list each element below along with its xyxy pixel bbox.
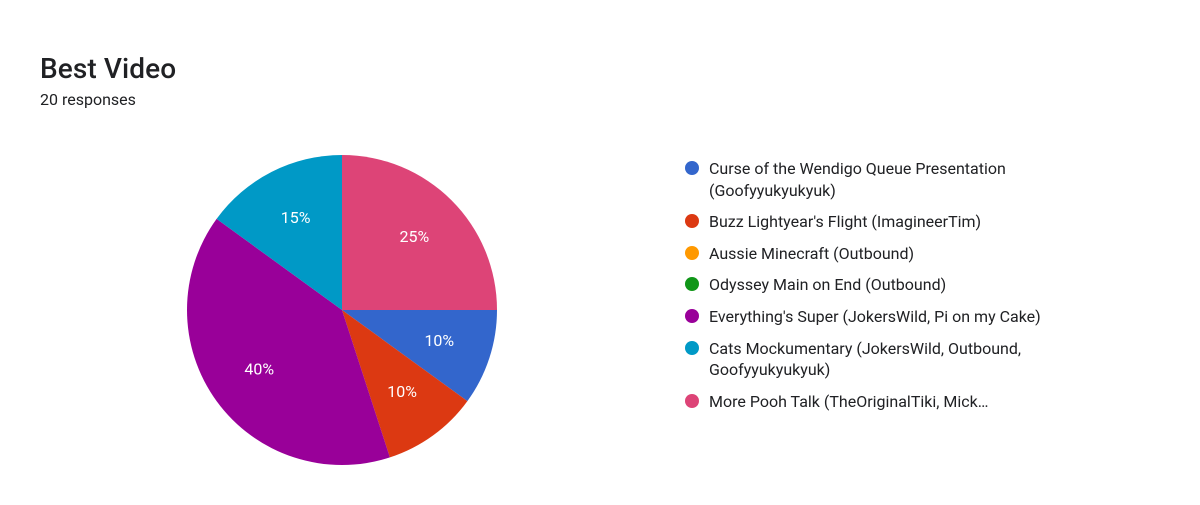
legend-swatch-icon	[685, 394, 699, 408]
legend-swatch-icon	[685, 309, 699, 323]
legend-item-curse_wendigo[interactable]: Curse of the Wendigo Queue Presentation …	[685, 158, 1155, 201]
response-count: 20 responses	[40, 90, 136, 109]
pie-slice-label-buzz: 10%	[387, 382, 417, 401]
legend-swatch-icon	[685, 246, 699, 260]
legend-item-odyssey[interactable]: Odyssey Main on End (Outbound)	[685, 274, 1155, 296]
legend-swatch-icon	[685, 161, 699, 175]
chart-title: Best Video	[40, 52, 176, 85]
legend-item-everything_super[interactable]: Everything's Super (JokersWild, Pi on my…	[685, 306, 1155, 328]
pie-slice-label-cats_mock: 15%	[281, 208, 311, 227]
legend-label: Buzz Lightyear's Flight (ImagineerTim)	[709, 211, 981, 233]
legend-swatch-icon	[685, 214, 699, 228]
legend-swatch-icon	[685, 277, 699, 291]
legend-label: Curse of the Wendigo Queue Presentation …	[709, 158, 1129, 201]
chart-card: Best Video 20 responses 25%10%10%40%15% …	[0, 0, 1200, 505]
legend-item-buzz[interactable]: Buzz Lightyear's Flight (ImagineerTim)	[685, 211, 1155, 233]
legend: Curse of the Wendigo Queue Presentation …	[685, 158, 1155, 422]
legend-swatch-icon	[685, 341, 699, 355]
legend-label: Everything's Super (JokersWild, Pi on my…	[709, 306, 1041, 328]
pie-svg: 25% 10% 10% 40% 15%	[187, 155, 497, 465]
legend-label: More Pooh Talk (TheOriginalTiki, Mick…	[709, 391, 988, 413]
pie-slice-label-curse_wendigo: 10%	[424, 331, 454, 350]
legend-label: Odyssey Main on End (Outbound)	[709, 274, 946, 296]
legend-item-cats_mock[interactable]: Cats Mockumentary (JokersWild, Outbound,…	[685, 338, 1155, 381]
legend-label: Aussie Minecraft (Outbound)	[709, 243, 914, 265]
pie-slice-label-everything_super: 40%	[244, 359, 274, 378]
legend-item-more_pooh[interactable]: More Pooh Talk (TheOriginalTiki, Mick…	[685, 391, 1155, 413]
pie-slice-label-more_pooh: 25%	[399, 227, 429, 246]
pie-chart: 25% 10% 10% 40% 15%	[187, 155, 497, 465]
legend-item-aussie[interactable]: Aussie Minecraft (Outbound)	[685, 243, 1155, 265]
legend-label: Cats Mockumentary (JokersWild, Outbound,…	[709, 338, 1129, 381]
